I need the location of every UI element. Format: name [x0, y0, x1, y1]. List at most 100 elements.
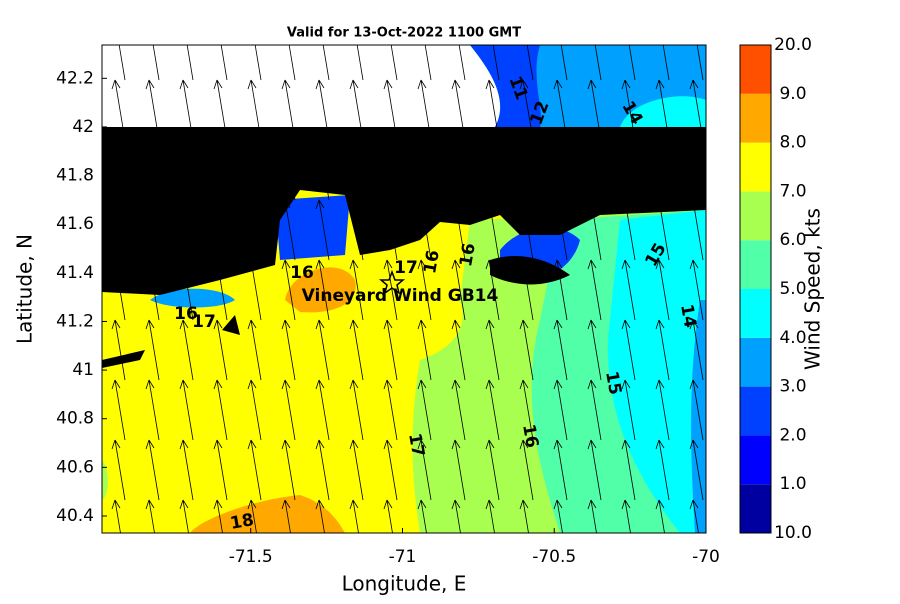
- y-tick-label: 41.4: [56, 263, 94, 283]
- colorbar-tick-label: 6.0: [779, 230, 806, 250]
- wind-arrow: [587, 439, 602, 501]
- x-tick-label: -70: [692, 547, 720, 567]
- wind-arrow: [281, 199, 296, 261]
- wind-arrow: [349, 439, 364, 501]
- colorbar-tick-label: 8.0: [779, 133, 806, 153]
- colorbar-tick-label: 20.0: [774, 35, 812, 55]
- wind-arrow: [526, 45, 534, 81]
- wind-arrow: [179, 319, 194, 381]
- contour-label: 18: [229, 510, 256, 534]
- x-tick-label: -70.5: [532, 547, 576, 567]
- wind-arrow: [213, 319, 228, 381]
- wind-arrow: [111, 139, 126, 201]
- wind-arrow: [179, 379, 194, 441]
- wind-arrow: [451, 199, 466, 261]
- wind-arrow: [145, 79, 160, 141]
- wind-arrow: [621, 259, 636, 321]
- contour-label: 14: [676, 303, 700, 330]
- wind-arrow: [587, 499, 597, 533]
- wind-arrow: [315, 139, 330, 201]
- wind-arrow: [560, 45, 568, 81]
- colorbar-tick-label: 7.0: [779, 181, 806, 201]
- colorbar-swatch: [740, 484, 771, 533]
- wind-arrow: [553, 259, 568, 321]
- site-marker: [378, 269, 406, 295]
- wind-arrow: [553, 319, 568, 381]
- wind-arrow: [451, 439, 466, 501]
- wind-arrow: [519, 499, 529, 533]
- wind-arrow: [655, 439, 670, 501]
- wind-arrow: [553, 139, 568, 201]
- wind-arrow: [485, 319, 500, 381]
- wind-arrow: [451, 79, 466, 141]
- wind-arrow: [356, 45, 364, 81]
- wind-arrow: [553, 199, 568, 261]
- wind-arrow: [492, 45, 500, 81]
- wind-arrow: [485, 499, 495, 533]
- wind-arrow: [417, 379, 432, 441]
- y-tick-label: 41.6: [56, 214, 94, 234]
- wind-arrow: [451, 259, 466, 321]
- wind-arrow: [349, 319, 364, 381]
- colorbar-swatch: [740, 435, 771, 485]
- wind-arrow: [145, 139, 160, 201]
- wind-arrow: [553, 439, 568, 501]
- wind-arrow: [519, 319, 534, 381]
- wind-arrow: [417, 499, 427, 533]
- wind-arrow: [179, 79, 194, 141]
- field: [620, 96, 706, 127]
- wind-arrow: [145, 379, 160, 441]
- wind-arrow: [179, 199, 194, 261]
- wind-arrow: [349, 259, 364, 321]
- wind-arrow: [281, 139, 296, 201]
- contour-label: 15: [601, 370, 625, 397]
- wind-arrow: [145, 499, 155, 533]
- plot-frame: [101, 44, 707, 534]
- wind-arrow: [315, 379, 330, 441]
- wind-arrow: [587, 79, 602, 141]
- wind-arrow: [213, 499, 223, 533]
- wind-arrow: [383, 79, 398, 141]
- wind-arrow: [247, 379, 262, 441]
- wind-arrow: [315, 499, 325, 533]
- contour-label: 17: [404, 432, 428, 459]
- y-tick-label: 42: [72, 117, 94, 137]
- wind-arrow: [349, 139, 364, 201]
- wind-arrow: [213, 439, 228, 501]
- contour-label: 16: [456, 242, 480, 269]
- wind-arrow: [485, 199, 500, 261]
- wind-arrow: [281, 439, 296, 501]
- wind-arrow: [281, 319, 296, 381]
- wind-arrow: [213, 379, 228, 441]
- wind-arrow: [621, 199, 636, 261]
- wind-arrow: [689, 139, 704, 201]
- wind-arrow: [451, 499, 461, 533]
- colorbar: 10.0 1.0 2.0 3.0 4.0 5.0 6.0 7.0 8.0 9.0 20.0: [739, 35, 812, 543]
- colorbar-frame: [739, 44, 772, 534]
- field: [190, 495, 345, 533]
- wind-arrow: [689, 499, 699, 533]
- colorbar-tick-label: 1.0: [779, 474, 806, 494]
- wind-arrow: [247, 499, 257, 533]
- wind-arrow: [349, 199, 364, 261]
- colorbar-label: Wind Speed, kts: [801, 208, 825, 370]
- field: [691, 300, 706, 533]
- wind-arrow: [621, 79, 636, 141]
- wind-arrow: [417, 79, 432, 141]
- wind-arrow: [519, 139, 534, 201]
- wind-arrow: [179, 439, 194, 501]
- colorbar-tick-label: 9.0: [779, 84, 806, 104]
- contour-label: 16: [174, 304, 198, 324]
- wind-arrow: [655, 319, 670, 381]
- y-tick-label: 41.8: [56, 166, 94, 186]
- field: [285, 267, 356, 313]
- wind-arrow: [594, 45, 602, 81]
- colorbar-swatch: [740, 240, 771, 289]
- colorbar-swatch: [740, 93, 771, 143]
- wind-arrow: [383, 499, 393, 533]
- wind-arrow: [689, 379, 704, 441]
- wind-arrow: [383, 439, 398, 501]
- field: [608, 210, 706, 533]
- wind-arrow: [247, 79, 262, 141]
- y-tick-label: 40.8: [56, 409, 94, 429]
